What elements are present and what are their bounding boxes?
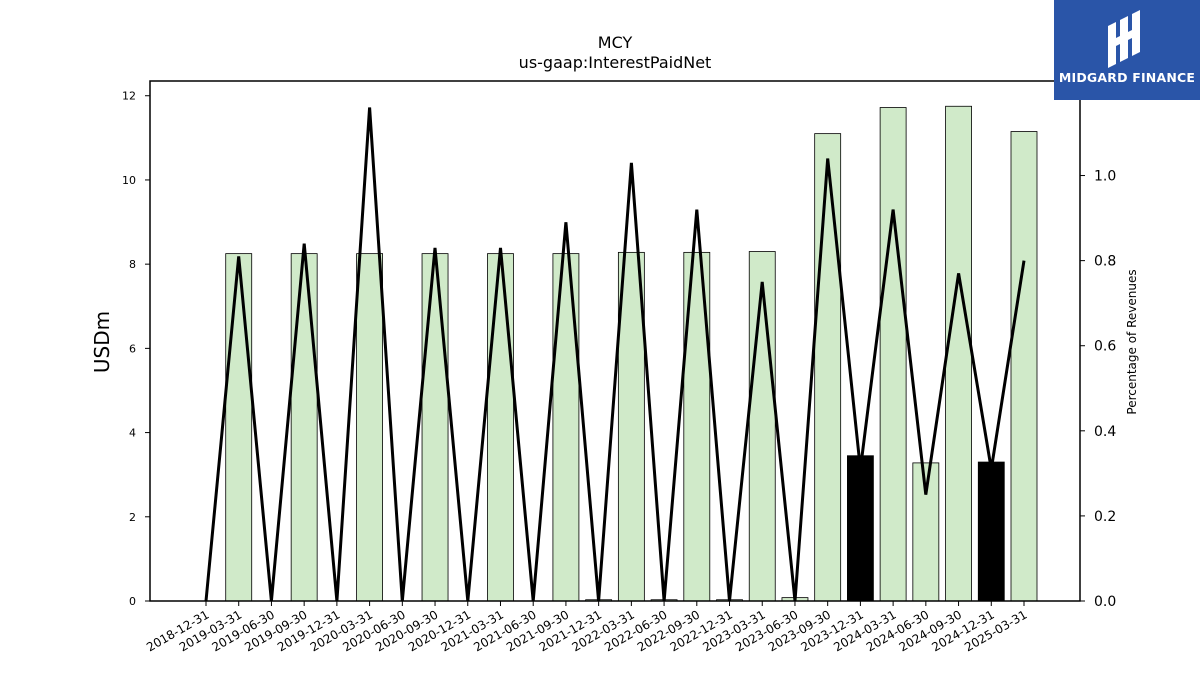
y2-axis-label: Percentage of Revenues	[1125, 269, 1139, 414]
bar	[847, 455, 874, 602]
bar	[814, 133, 842, 602]
y2-tick-label: 1.0	[1094, 169, 1116, 185]
bar	[356, 253, 384, 602]
chart-title: MCY	[598, 33, 633, 52]
bar	[487, 253, 514, 602]
bar	[225, 253, 253, 602]
plot-frame	[149, 80, 1081, 602]
bar	[748, 251, 776, 602]
y-tick-label: 8	[129, 258, 136, 271]
y-tick-label: 4	[129, 427, 136, 440]
y-tick-label: 12	[122, 90, 136, 103]
bar	[977, 461, 1005, 602]
bar	[552, 253, 580, 602]
bar	[421, 253, 449, 602]
y-axis: 0 2 4 6 8 10 12	[122, 90, 150, 608]
series-line	[204, 107, 1026, 602]
bar	[290, 253, 318, 602]
y-tick-label: 10	[122, 174, 136, 187]
logo-mark-icon	[1108, 10, 1140, 68]
y2-tick-label: 0.4	[1094, 424, 1116, 440]
bar	[945, 105, 972, 602]
bar	[1010, 131, 1038, 602]
y2-tick-label: 0.8	[1094, 254, 1116, 270]
bar	[617, 251, 645, 602]
y-tick-label: 0	[129, 595, 136, 608]
logo-text: MIDGARD FINANCE	[1058, 70, 1196, 85]
y-tick-label: 6	[129, 342, 136, 355]
bars-layer	[225, 105, 1038, 602]
midgard-finance-logo: MIDGARD FINANCE	[1054, 0, 1200, 100]
y2-tick-label: 0.0	[1094, 594, 1116, 610]
line-layer	[204, 107, 1026, 602]
bar	[879, 107, 907, 602]
y-tick-label: 2	[129, 511, 136, 524]
y-axis-label: USDm	[90, 311, 114, 373]
y2-tick-label: 0.6	[1094, 339, 1116, 355]
y2-tick-label: 0.2	[1094, 509, 1116, 525]
chart-subtitle: us-gaap:InterestPaidNet	[519, 53, 712, 72]
y2-axis: 0.0 0.2 0.4 0.6 0.8 1.0	[1080, 169, 1116, 610]
x-axis: 2018-12-312019-03-312019-06-302019-09-30…	[144, 601, 1030, 654]
